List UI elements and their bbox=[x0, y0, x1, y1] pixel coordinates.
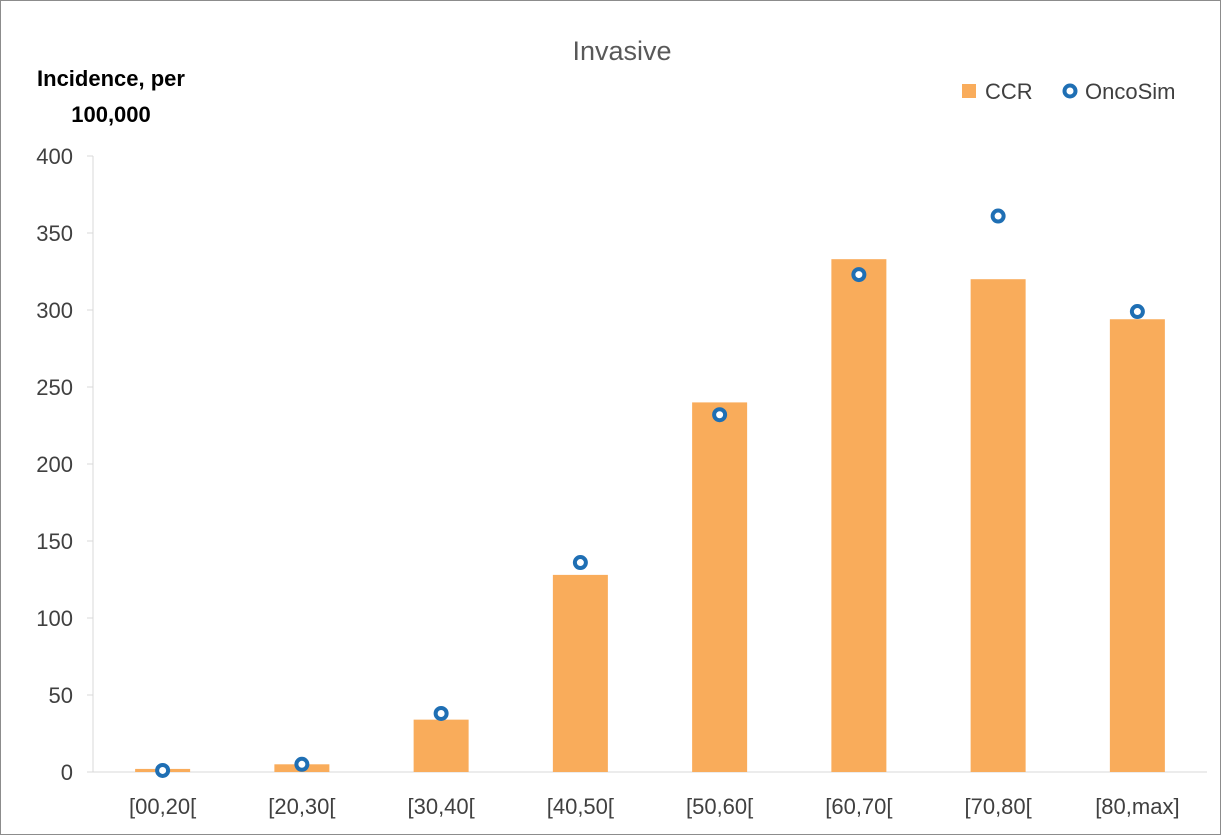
oncosim-point bbox=[155, 762, 171, 778]
ccr-bar bbox=[970, 279, 1026, 772]
legend: CCR OncoSim bbox=[962, 79, 1175, 104]
legend-swatch-ccr bbox=[962, 84, 976, 98]
x-tick-label: [30,40[ bbox=[407, 794, 474, 819]
ccr-bars bbox=[135, 259, 1165, 772]
y-tick-label: 300 bbox=[36, 298, 73, 323]
legend-label-oncosim: OncoSim bbox=[1085, 79, 1175, 104]
oncosim-point bbox=[572, 555, 588, 571]
chart-title: Invasive bbox=[572, 36, 671, 66]
x-tick-label: [40,50[ bbox=[547, 794, 614, 819]
y-tick-label: 150 bbox=[36, 529, 73, 554]
legend-marker-oncosim bbox=[1062, 83, 1078, 99]
oncosim-points bbox=[155, 208, 1145, 778]
y-tick-label: 250 bbox=[36, 375, 73, 400]
ccr-bar bbox=[1109, 319, 1165, 772]
y-tick-label: 350 bbox=[36, 221, 73, 246]
oncosim-point bbox=[990, 208, 1006, 224]
y-tick-label: 100 bbox=[36, 606, 73, 631]
y-tick-label: 50 bbox=[49, 683, 73, 708]
x-tick-label: [00,20[ bbox=[129, 794, 196, 819]
y-tick-label: 200 bbox=[36, 452, 73, 477]
y-axis-label-line-1: Incidence, per bbox=[37, 66, 185, 91]
legend-label-ccr: CCR bbox=[985, 79, 1033, 104]
ccr-bar bbox=[413, 719, 469, 772]
y-axis-label-line-2: 100,000 bbox=[71, 102, 151, 127]
x-tick-label: [50,60[ bbox=[686, 794, 753, 819]
oncosim-point bbox=[433, 705, 449, 721]
ccr-bar bbox=[692, 402, 748, 772]
x-tick-label: [20,30[ bbox=[268, 794, 335, 819]
x-tick-label: [60,70[ bbox=[825, 794, 892, 819]
ccr-bar bbox=[552, 574, 608, 772]
x-tick-label: [70,80[ bbox=[964, 794, 1031, 819]
oncosim-point bbox=[851, 267, 867, 283]
y-tick-label: 400 bbox=[36, 144, 73, 169]
oncosim-point bbox=[294, 756, 310, 772]
oncosim-point bbox=[712, 407, 728, 423]
ccr-bar bbox=[831, 259, 887, 772]
y-tick-label: 0 bbox=[61, 760, 73, 785]
x-tick-label: [80,max] bbox=[1095, 794, 1179, 819]
oncosim-point bbox=[1129, 304, 1145, 320]
y-axis-ticks: 0 50 100 150 200 250 300 350 400 bbox=[36, 144, 93, 785]
x-axis-ticks: [00,20[ [20,30[ [30,40[ [40,50[ [50,60[ [60,7… bbox=[129, 794, 1180, 819]
